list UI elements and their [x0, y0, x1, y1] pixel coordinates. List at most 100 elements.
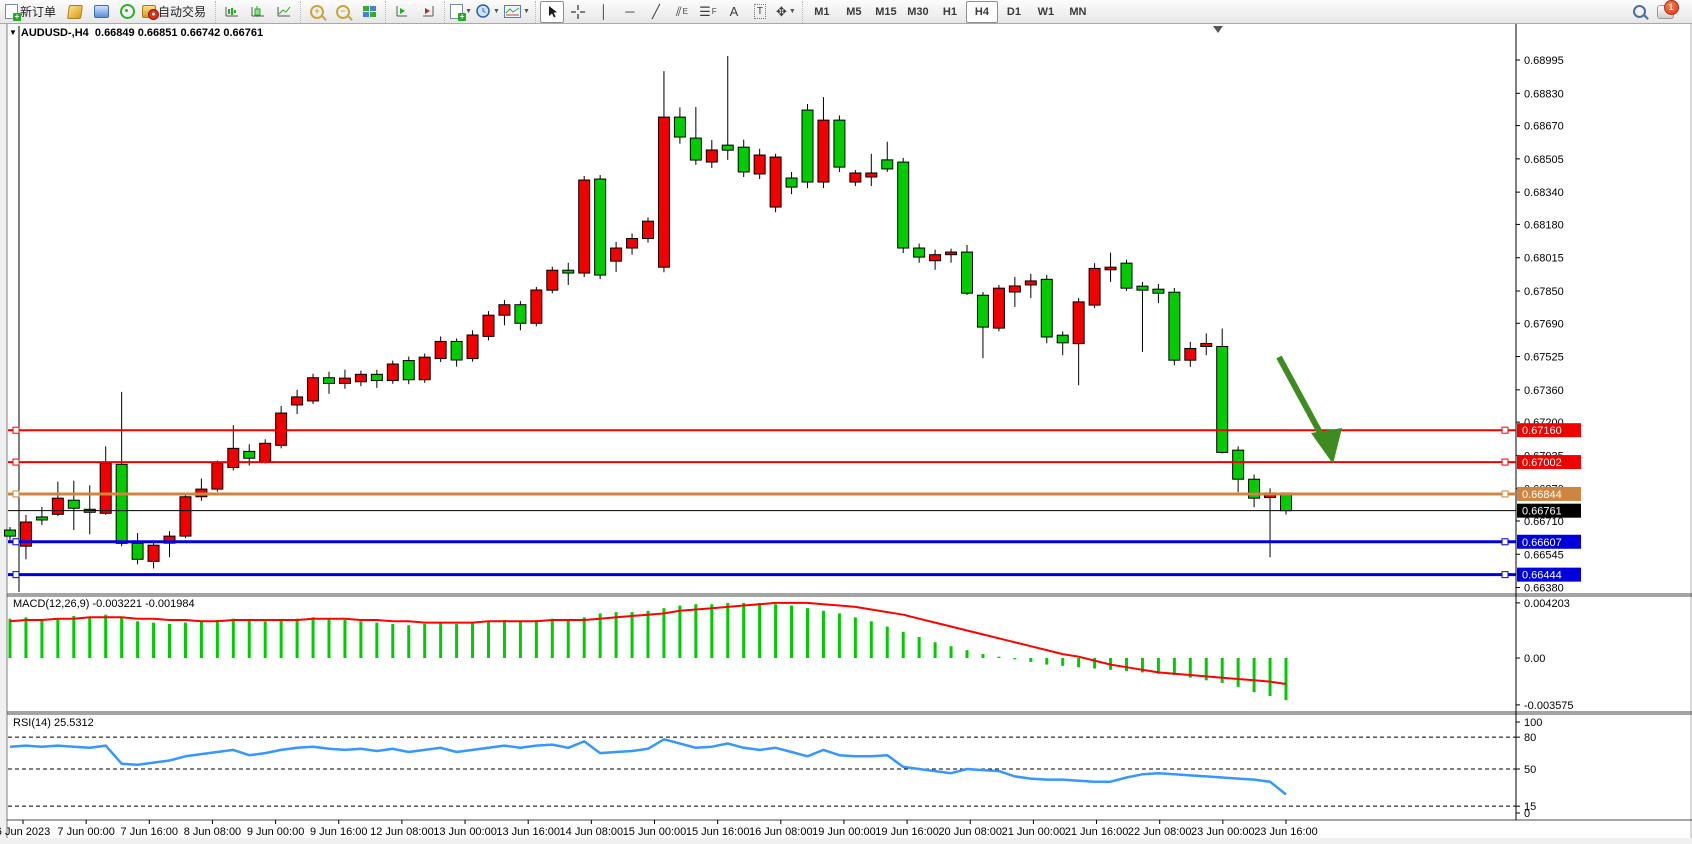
svg-text:80: 80 — [1524, 732, 1536, 744]
timeframe-tab-D1[interactable]: D1 — [1006, 5, 1021, 18]
horizontal-line-button[interactable]: ─ — [618, 1, 642, 23]
candle-body — [705, 149, 718, 163]
candle-body — [259, 442, 272, 462]
hline-0.66607[interactable]: 0.66607 — [8, 534, 1581, 549]
arrow-object[interactable] — [1276, 355, 1342, 464]
auto-scroll-icon — [396, 6, 408, 17]
tile-windows-button[interactable] — [357, 1, 381, 23]
candle-body — [179, 496, 192, 537]
candle-body — [929, 254, 942, 262]
line-chart-icon — [277, 6, 291, 17]
timeframe-tab-W1[interactable]: W1 — [1037, 5, 1055, 18]
line-handle — [1501, 538, 1509, 546]
candle-body — [833, 119, 846, 168]
search-button[interactable] — [1627, 1, 1651, 23]
hline-0.67002[interactable]: 0.67002 — [8, 455, 1581, 470]
clock-icon — [476, 4, 490, 18]
notifications-button[interactable]: 1 — [1653, 0, 1679, 23]
candle-body — [227, 447, 240, 469]
candle-body — [370, 373, 383, 382]
svg-text:0.00: 0.00 — [1524, 653, 1545, 665]
candle-body — [1072, 301, 1085, 345]
svg-text:0.66444: 0.66444 — [1522, 570, 1562, 582]
line-handle — [12, 538, 20, 546]
bar-chart-icon — [225, 7, 239, 17]
hline-0.66761[interactable]: 0.66761 — [8, 503, 1581, 518]
zoom-in-button[interactable]: + — [305, 1, 329, 23]
toolbar-group-scroll — [385, 0, 444, 23]
new-order-button[interactable]: + 新订单 — [4, 1, 61, 23]
channel-button[interactable]: ⫽ E — [675, 4, 688, 19]
candle-body — [673, 116, 686, 138]
timeframe-tab-H1[interactable]: H1 — [942, 5, 957, 18]
hline-0.67160[interactable]: 0.67160 — [8, 423, 1581, 438]
candles-layer — [4, 55, 1292, 569]
candlestick-button[interactable] — [246, 1, 270, 23]
candle-body — [1200, 342, 1213, 347]
timeframe-tab-M15[interactable]: M15 — [875, 5, 897, 18]
line-handle — [1501, 490, 1509, 498]
chart-properties-button[interactable]: ▼ — [503, 1, 531, 23]
timeframe-tab-M5[interactable]: M5 — [846, 5, 862, 18]
autotrade-button[interactable]: ● 自动交易 — [141, 1, 211, 23]
svg-text:23 Jun 16:00: 23 Jun 16:00 — [1254, 826, 1318, 838]
candle-body — [801, 109, 814, 183]
line-handle — [12, 490, 20, 498]
timeframe-tab-M30[interactable]: M30 — [907, 5, 929, 18]
svg-text:0.66380: 0.66380 — [1524, 583, 1564, 595]
line-chart-button[interactable] — [272, 1, 296, 23]
text-label-icon: T — [753, 4, 766, 19]
template-button[interactable] — [89, 1, 113, 23]
chart-shift-button[interactable] — [416, 1, 440, 23]
svg-text:0.68180: 0.68180 — [1524, 219, 1564, 231]
text-label-button[interactable]: T — [748, 1, 772, 23]
signal-icon — [119, 4, 135, 19]
timeframe-tab-H4[interactable]: H4 — [965, 0, 998, 23]
signal-button[interactable] — [115, 1, 139, 23]
svg-text:0.66844: 0.66844 — [1522, 489, 1562, 501]
bar-chart-button[interactable] — [220, 1, 244, 23]
zoom-out-icon: − — [336, 4, 351, 19]
candle-body — [1040, 278, 1053, 338]
svg-text:6 Jun 2023: 6 Jun 2023 — [0, 826, 50, 838]
price-tag — [1517, 567, 1581, 582]
arrows-button[interactable]: ✥ ▼ — [775, 4, 796, 19]
timeframe-tab-MN[interactable]: MN — [1069, 5, 1087, 18]
chart-dropdown-icon[interactable]: ▼ — [9, 28, 17, 37]
candle-body — [881, 159, 894, 170]
vertical-line-button[interactable]: │ — [592, 1, 616, 23]
svg-text:13 Jun 00:00: 13 Jun 00:00 — [433, 826, 497, 838]
chart-symbol-title[interactable]: ▼ AUDUSD-,H4 0.66849 0.66851 0.66742 0.66… — [9, 27, 264, 39]
hline-0.66444[interactable]: 0.66444 — [8, 567, 1581, 582]
chart-shift-marker[interactable] — [1213, 26, 1223, 33]
svg-text:0.67850: 0.67850 — [1524, 286, 1564, 298]
fibonacci-button[interactable]: ☰ F — [699, 4, 717, 19]
zoom-out-button[interactable]: − — [331, 1, 355, 23]
notification-badge: 1 — [1663, 0, 1679, 15]
new-chart-button[interactable]: + ▼ — [449, 1, 473, 23]
cursor-button[interactable] — [539, 0, 564, 23]
rsi-layer: 100 80 50 150 — [8, 717, 1542, 820]
text-button[interactable]: A — [722, 1, 746, 23]
rsi-indicator-label: RSI(14) 25.5312 — [13, 717, 94, 729]
profiles-button[interactable]: ▼ — [475, 1, 501, 23]
search-icon — [1632, 5, 1646, 18]
indicators-button[interactable] — [63, 1, 87, 23]
candle-body — [1008, 285, 1021, 293]
candle-body — [945, 251, 958, 256]
trendline-button[interactable]: ╱ — [644, 1, 668, 23]
svg-text:0.68340: 0.68340 — [1524, 187, 1564, 199]
price-scale[interactable]: 0.68995 0.68830 0.68670 0.68505 0.68340 0.681… — [1516, 55, 1564, 595]
time-scale[interactable]: 6 Jun 2023 7 Jun 00:00 7 Jun 16:00 8 Jun 08… — [0, 820, 1318, 838]
vertical-line-icon: │ — [599, 4, 608, 19]
indicator-icon — [67, 4, 83, 19]
timeframe-tab-M1[interactable]: M1 — [814, 5, 830, 18]
auto-scroll-button[interactable] — [390, 1, 414, 23]
candle-body — [67, 499, 80, 509]
price-tag — [1517, 423, 1581, 438]
toolbar-group-right: 1 — [1623, 0, 1686, 23]
crosshair-button[interactable] — [566, 1, 590, 23]
hline-0.66844[interactable]: 0.66844 — [8, 486, 1581, 501]
svg-text:9 Jun 16:00: 9 Jun 16:00 — [310, 826, 368, 838]
